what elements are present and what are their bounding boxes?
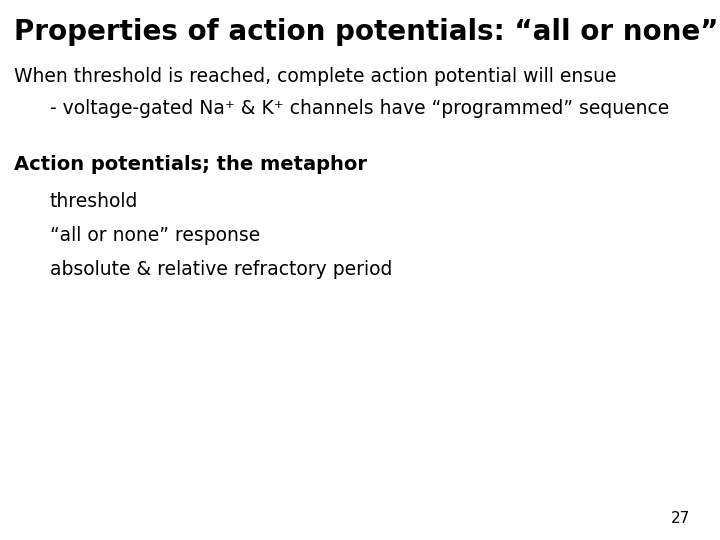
- Text: “all or none” response: “all or none” response: [50, 226, 260, 245]
- Text: threshold: threshold: [50, 192, 138, 211]
- Text: When threshold is reached, complete action potential will ensue: When threshold is reached, complete acti…: [14, 67, 616, 86]
- Text: Properties of action potentials: “all or none”: Properties of action potentials: “all or…: [14, 18, 719, 46]
- Text: Action potentials; the metaphor: Action potentials; the metaphor: [14, 155, 367, 174]
- Text: 27: 27: [671, 511, 690, 526]
- Text: absolute & relative refractory period: absolute & relative refractory period: [50, 260, 392, 279]
- Text: - voltage-gated Na⁺ & K⁺ channels have “programmed” sequence: - voltage-gated Na⁺ & K⁺ channels have “…: [50, 99, 670, 118]
